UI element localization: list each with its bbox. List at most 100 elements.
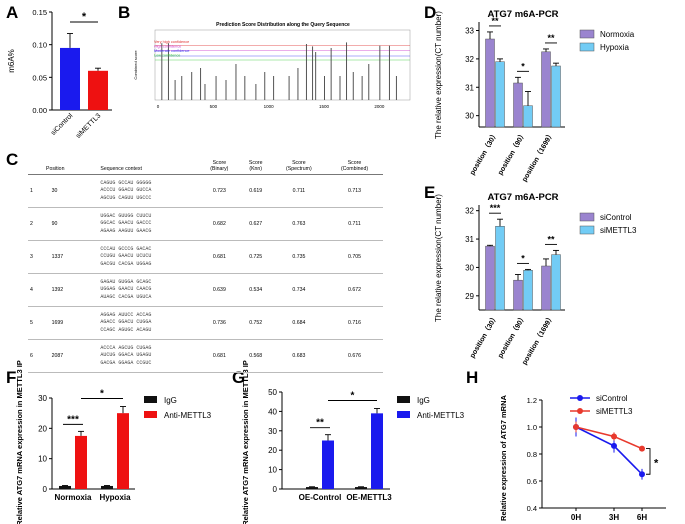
row-score-knn: 0.752 <box>239 306 272 340</box>
chart-h-y-tick-label: 0.6 <box>527 477 537 486</box>
chart-d-x-tick-label: position（30） <box>468 130 499 176</box>
chart-d-legend-label: Normoxia <box>600 30 635 39</box>
chart-b-score-bar <box>244 76 246 100</box>
chart-b-score-bar <box>264 72 266 100</box>
row-sequence: UGGAC GUUGG CUUCU GGCAC GAACU GACCC AGAAG … <box>98 207 200 241</box>
row-score-combined: 0.716 <box>326 306 383 340</box>
chart-b-score-bar <box>368 64 370 100</box>
panel-label-e: E <box>424 183 436 202</box>
row-score-spectrum: 0.711 <box>271 174 327 208</box>
chart-e-x-tick-label: position（90） <box>496 313 527 359</box>
row-sequence: GAGAU GUGGA GCAGC UGGAG GAACU CAACG AUAGC … <box>98 273 200 307</box>
row-index: 5 <box>28 306 50 340</box>
header-sequence: Sequence context <box>98 158 200 175</box>
sequence-line: GAGAU GUGGA GCAGC <box>100 278 152 285</box>
chart-b-score-bar <box>181 76 183 100</box>
table-row: 4 1392 GAGAU GUGGA GCAGC UGGAG GAACU CAACG A… <box>28 273 383 307</box>
row-score-knn: 0.725 <box>239 240 272 274</box>
chart-e-bar <box>485 245 495 311</box>
chart-g-legend-label: Anti-METTL3 <box>417 411 465 420</box>
chart-e-legend-label: siMETTL3 <box>600 226 637 235</box>
header-binary: Score (Binary) <box>199 158 240 175</box>
chart-b-score-bar <box>174 80 176 100</box>
chart-b-prediction-score: Prediction Score Distribution along the … <box>133 22 411 109</box>
row-score-knn: 0.534 <box>239 273 272 307</box>
chart-b-score-bar <box>225 80 227 100</box>
chart-d-sig-label: ** <box>491 16 499 26</box>
chart-h-y-tick-label: 0.4 <box>527 504 537 513</box>
sequence-line: CCAGC AGUGC ACAGU <box>100 326 152 333</box>
chart-b-score-bar <box>346 42 348 100</box>
chart-f-y-tick-label: 10 <box>38 455 47 464</box>
panel-label-a: A <box>6 3 19 22</box>
chart-b-x-tick-label: 1000 <box>264 104 275 109</box>
table-row: 2 90 UGGAC GUUGG CUUCU GGCAC GAACU GACCC AGA… <box>28 207 383 241</box>
chart-a-y-tick-label: 0.10 <box>32 41 47 50</box>
chart-d-legend-swatch <box>579 42 595 52</box>
chart-h-point <box>639 471 645 478</box>
chart-b-score-bar <box>305 44 307 100</box>
panel-label-b: B <box>118 3 131 22</box>
chart-e-legend-swatch <box>579 225 595 235</box>
chart-e-sig-label: * <box>521 253 525 263</box>
chart-e-atg7-m6a-pcr-simettl3: ATG7 m6A-PCR 29 30 31 32 The relative express… <box>434 192 637 366</box>
chart-h-x-tick-label: 6H <box>637 513 647 522</box>
header-position: Position <box>28 158 99 175</box>
chart-a-m6a-percent: 0.00 0.05 0.10 0.15 m6A% siControl siMETTL3 * <box>7 8 112 140</box>
chart-e-y-tick-label: 32 <box>465 207 474 216</box>
chart-f-bar <box>101 485 113 489</box>
chart-g-x-tick-label: OE-Control <box>299 493 342 502</box>
chart-b-score-bar <box>352 72 354 100</box>
chart-h-y-tick-label: 1.0 <box>527 423 537 432</box>
chart-b-score-bar <box>339 76 341 100</box>
chart-g-y-tick-label: 0 <box>273 485 278 494</box>
chart-h-y-tick-label: 0.8 <box>527 450 537 459</box>
chart-a-sig-label: * <box>82 11 87 23</box>
table-row: 3 1337 CCCAU GCCCG GACAC CCUGU GAACU UCUCU G… <box>28 240 383 274</box>
chart-e-sig-label: ** <box>547 234 555 244</box>
chart-d-x-tick-label: position（1699） <box>520 130 555 183</box>
chart-a-y-axis-label: m6A% <box>7 49 16 73</box>
row-index: 6 <box>28 339 50 373</box>
chart-b-score-bar <box>395 76 397 100</box>
chart-b-score-bar <box>312 46 314 100</box>
sequence-line: UGGAG GAACU CAACG <box>100 286 152 293</box>
row-index: 1 <box>28 174 50 208</box>
row-sequence: AGGAG AUUCC ACCAG AGACC GGACU CUGGA CCAGC … <box>98 306 200 340</box>
chart-b-x-tick-label: 1500 <box>319 104 330 109</box>
row-score-binary: 0.681 <box>199 339 240 373</box>
chart-e-y-tick-label: 29 <box>465 292 474 301</box>
chart-f-x-tick-label: Normoxia <box>55 493 92 502</box>
chart-b-y-axis-label: Combined score <box>133 50 138 80</box>
chart-g-rip-oe-mettl3: 0 10 20 30 40 50 Relative ATG7 mRNA expression… <box>241 360 465 524</box>
chart-b-score-bar <box>324 76 325 100</box>
chart-d-y-tick-label: 31 <box>465 83 474 92</box>
sequence-line: CAGUG GCCAU GGGGG <box>100 179 152 186</box>
chart-f-y-tick-label: 0 <box>43 485 48 494</box>
sequence-line: ACCCA AGCUG CUGAG <box>100 344 152 351</box>
chart-e-legend-label: siControl <box>600 213 632 222</box>
row-score-binary: 0.681 <box>199 240 240 274</box>
chart-d-legend-label: Hypoxia <box>600 43 629 52</box>
chart-h-y-tick-label: 1.2 <box>527 396 537 405</box>
chart-e-bar <box>551 254 561 311</box>
chart-b-legend-item: Low confidence <box>154 54 180 58</box>
chart-e-title: ATG7 m6A-PCR <box>487 192 558 203</box>
row-position: 90 <box>49 207 99 241</box>
row-score-combined: 0.676 <box>326 339 383 373</box>
chart-g-legend-swatch <box>397 396 410 403</box>
chart-e-bar <box>513 279 523 311</box>
sequence-line: AGAAG AAGUU GAACG <box>100 227 152 234</box>
row-index: 4 <box>28 273 50 307</box>
chart-b-score-bar <box>235 64 237 100</box>
chart-f-bar <box>75 435 87 489</box>
row-score-knn: 0.568 <box>239 339 272 373</box>
chart-d-bar <box>495 61 505 128</box>
chart-d-legend-swatch <box>579 29 595 39</box>
chart-f-y-tick-label: 30 <box>38 394 47 403</box>
chart-g-sig-label: ** <box>316 418 324 429</box>
chart-g-legend-label: IgG <box>417 396 430 405</box>
sequence-line: UGGAC GUUGG CUUCU <box>100 212 152 219</box>
chart-g-bar <box>306 487 318 489</box>
chart-b-score-bar <box>388 45 390 100</box>
